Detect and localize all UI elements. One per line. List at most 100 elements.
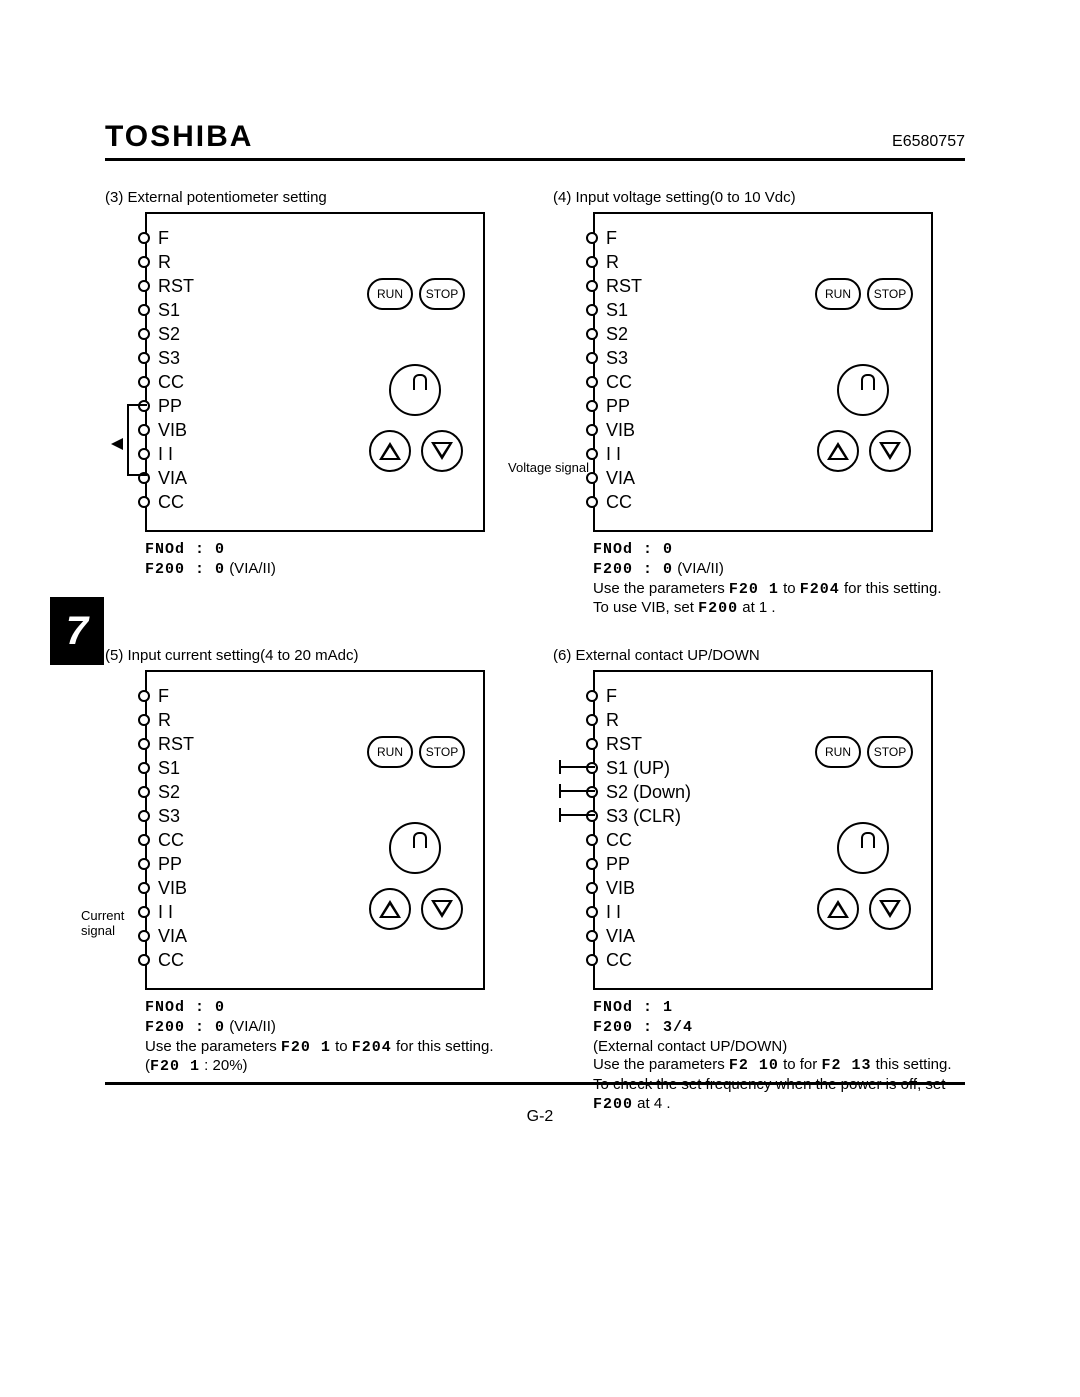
terminal-dot-icon: [138, 496, 150, 508]
terminal-label: F: [158, 686, 169, 707]
terminal-dot-icon: [586, 232, 598, 244]
button-row: RUN STOP: [815, 736, 913, 768]
panel-6-title: (6) External contact UP/DOWN: [553, 647, 965, 664]
terminal: S2: [145, 780, 194, 804]
param: F200 : 0: [593, 561, 673, 578]
up-arrow-icon: [369, 888, 411, 930]
terminal: VIB: [145, 418, 194, 442]
terminal-label: I I: [606, 444, 621, 465]
terminal-dot-icon: [586, 762, 598, 774]
terminal: S2 (Down): [593, 780, 691, 804]
terminal-label: VIA: [606, 468, 635, 489]
terminal-label: CC: [158, 492, 184, 513]
terminal-dot-icon: [138, 690, 150, 702]
terminal-label: VIA: [158, 926, 187, 947]
terminal: VIB: [145, 876, 194, 900]
contact-wire-icon: [561, 814, 595, 816]
terminal-label: R: [158, 710, 171, 731]
dial-icon: [389, 822, 441, 874]
up-arrow-icon: [817, 430, 859, 472]
section-tab: 7: [50, 597, 104, 665]
page: TOSHIBA E6580757 (3) External potentiome…: [105, 120, 965, 1115]
terminal-dot-icon: [138, 882, 150, 894]
terminal-dot-icon: [586, 376, 598, 388]
param: F200 : 0: [145, 561, 225, 578]
terminal: R: [593, 250, 642, 274]
terminal-list: FRRSTS1S2S3CCPPVIBI IVIACC: [145, 226, 194, 514]
terminal-dot-icon: [586, 352, 598, 364]
down-arrow-icon: [421, 888, 463, 930]
terminal-dot-icon: [586, 954, 598, 966]
terminal-dot-icon: [586, 906, 598, 918]
terminal-label: VIB: [606, 420, 635, 441]
dial-icon: [389, 364, 441, 416]
terminal-dot-icon: [586, 786, 598, 798]
param-note: (VIA/II): [677, 560, 724, 577]
terminal-label: F: [606, 686, 617, 707]
note: Use the parameters F2 10 to for F2 13 th…: [593, 1056, 965, 1076]
terminal: CC: [145, 370, 194, 394]
terminal: S3: [145, 804, 194, 828]
down-arrow-icon: [869, 888, 911, 930]
note: Use the parameters F20 1 to F204 for thi…: [145, 1038, 517, 1078]
terminal-dot-icon: [586, 256, 598, 268]
terminal-label: PP: [606, 854, 630, 875]
terminal-label: I I: [158, 902, 173, 923]
terminal-label: CC: [606, 950, 632, 971]
diagram-4: FRRSTS1S2S3CCPPVIBI IVIACC RUN STOP Volt…: [593, 212, 933, 532]
terminal: RST: [145, 732, 194, 756]
diagram-6: FRRSTS1 (UP)S2 (Down)S3 (CLR)CCPPVIBI IV…: [593, 670, 933, 990]
terminal-label: VIB: [158, 420, 187, 441]
terminal: RST: [593, 732, 691, 756]
panel-3: (3) External potentiometer setting FRRST…: [105, 189, 517, 619]
terminal: VIB: [593, 418, 642, 442]
terminal: I I: [145, 900, 194, 924]
stop-button: STOP: [867, 736, 913, 768]
note: To use VIB, set F200 at 1 .: [593, 599, 965, 619]
terminal: R: [145, 250, 194, 274]
terminal: S1 (UP): [593, 756, 691, 780]
terminal-label: I I: [606, 902, 621, 923]
terminal-dot-icon: [138, 352, 150, 364]
terminal: CC: [593, 828, 691, 852]
terminal-label: PP: [606, 396, 630, 417]
terminal-label: R: [158, 252, 171, 273]
terminal-dot-icon: [586, 714, 598, 726]
terminal-dot-icon: [138, 786, 150, 798]
params-6: FNOd : 1 F200 : 3/4 (External contact UP…: [593, 998, 965, 1115]
terminal-dot-icon: [586, 496, 598, 508]
terminal-dot-icon: [586, 328, 598, 340]
terminal-label: CC: [158, 950, 184, 971]
panel-5-title: (5) Input current setting(4 to 20 mAdc): [105, 647, 517, 664]
terminal-label: I I: [158, 444, 173, 465]
terminal: S3: [593, 346, 642, 370]
terminal-dot-icon: [138, 714, 150, 726]
run-button: RUN: [815, 278, 861, 310]
panel-6: (6) External contact UP/DOWN FRRSTS1 (UP…: [553, 647, 965, 1115]
stop-button: STOP: [419, 278, 465, 310]
terminal: R: [145, 708, 194, 732]
terminal-dot-icon: [138, 256, 150, 268]
terminal-label: S1: [158, 758, 180, 779]
terminal: RST: [145, 274, 194, 298]
terminal-dot-icon: [138, 280, 150, 292]
brand: TOSHIBA: [105, 120, 253, 154]
terminal-label: CC: [606, 492, 632, 513]
terminal-label: CC: [606, 372, 632, 393]
terminal-list: FRRSTS1 (UP)S2 (Down)S3 (CLR)CCPPVIBI IV…: [593, 684, 691, 972]
arrow-buttons: [817, 430, 911, 472]
terminal-list: FRRSTS1S2S3CCPPVIBI IVIACC: [593, 226, 642, 514]
param-note: (VIA/II): [229, 560, 276, 577]
terminal: S2: [593, 322, 642, 346]
terminal: CC: [145, 948, 194, 972]
terminal-label: S3: [158, 806, 180, 827]
diagram-5: FRRSTS1S2S3CCPPVIBI IVIACC RUN STOP Curr…: [145, 670, 485, 990]
terminal: VIB: [593, 876, 691, 900]
arrow-buttons: [369, 888, 463, 930]
up-arrow-icon: [817, 888, 859, 930]
terminal: CC: [593, 948, 691, 972]
run-button: RUN: [367, 736, 413, 768]
terminal-label: VIB: [606, 878, 635, 899]
terminal-label: S1 (UP): [606, 758, 670, 779]
terminal: CC: [593, 490, 642, 514]
